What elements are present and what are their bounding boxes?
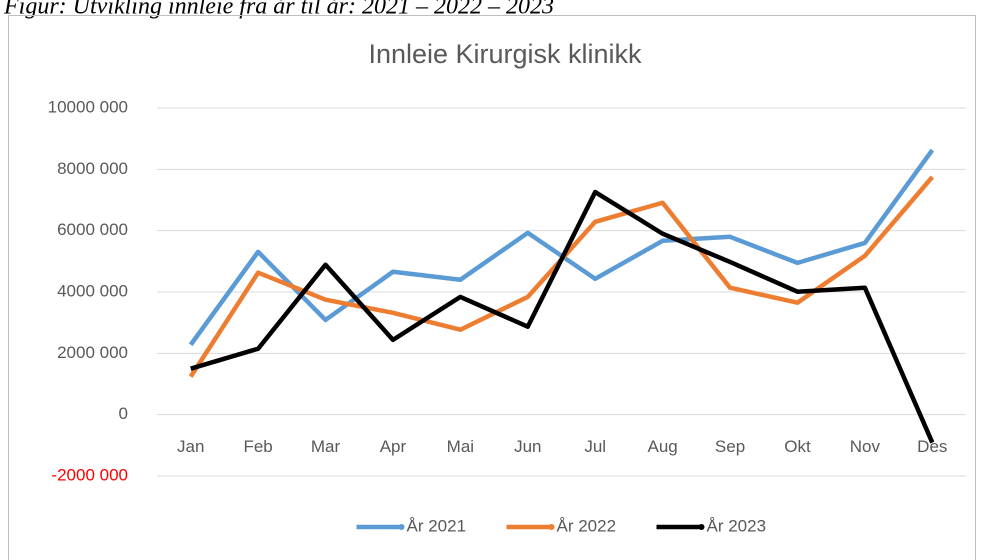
y-tick-label: 2000 000 bbox=[57, 343, 128, 362]
y-tick-label: 0 bbox=[119, 404, 128, 423]
x-tick-label: Mar bbox=[311, 437, 341, 456]
x-tick-label: Feb bbox=[243, 437, 272, 456]
x-tick-label: Jan bbox=[177, 437, 204, 456]
x-tick-label: Okt bbox=[784, 437, 811, 456]
x-tick-label: Aug bbox=[648, 437, 678, 456]
x-tick-label: Nov bbox=[850, 437, 881, 456]
series-line bbox=[188, 175, 935, 378]
x-tick-label: Des bbox=[917, 437, 947, 456]
y-tick-label: -2000 000 bbox=[51, 465, 128, 484]
y-tick-label: 8000 000 bbox=[57, 159, 128, 178]
x-tick-label: Mai bbox=[447, 437, 474, 456]
chart-title: Innleie Kirurgisk klinikk bbox=[368, 39, 642, 69]
legend-label: År 2023 bbox=[707, 516, 767, 535]
legend-marker bbox=[698, 524, 705, 530]
series-line bbox=[188, 148, 935, 347]
y-tick-label: 4000 000 bbox=[57, 281, 128, 300]
legend-label: År 2022 bbox=[557, 516, 617, 535]
x-tick-label: Sep bbox=[715, 437, 745, 456]
x-tick-label: Jun bbox=[514, 437, 541, 456]
x-tick-label: Jul bbox=[584, 437, 606, 456]
legend-marker bbox=[548, 524, 555, 530]
series-line bbox=[190, 189, 935, 444]
legend-marker bbox=[398, 524, 405, 530]
y-tick-label: 10000 000 bbox=[48, 97, 128, 116]
x-tick-label: Apr bbox=[380, 437, 407, 456]
caption: Figur: Utvikling innleie fra år til år: … bbox=[3, 0, 554, 20]
chart-border bbox=[8, 15, 976, 560]
y-tick-label: 6000 000 bbox=[57, 220, 128, 239]
legend-label: År 2021 bbox=[407, 516, 467, 535]
